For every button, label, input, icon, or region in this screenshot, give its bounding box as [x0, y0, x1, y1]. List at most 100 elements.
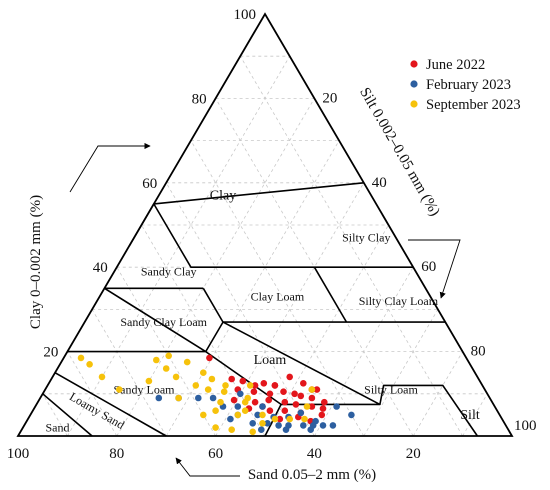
- zone-label-sandy-loam: Sandy Loam: [114, 383, 176, 397]
- zone-label-silt: Silt: [460, 408, 480, 423]
- silt-tick-label: 80: [471, 344, 486, 360]
- point-series-3: [244, 394, 251, 402]
- point-series-1: [319, 405, 327, 412]
- class-boundary: [153, 203, 414, 268]
- point-series-2: [264, 420, 271, 427]
- point-series-1: [318, 411, 326, 419]
- point-series-2: [237, 390, 244, 398]
- point-series-3: [192, 382, 200, 389]
- point-series-2: [234, 403, 242, 410]
- gridline-silt: [116, 98, 315, 437]
- gridline-silt: [462, 393, 488, 437]
- point-series-2: [227, 415, 234, 423]
- point-series-2: [195, 394, 202, 402]
- class-boundary: [379, 384, 479, 437]
- silt-tick-label: 40: [372, 175, 387, 191]
- point-series-3: [200, 411, 207, 419]
- triangle-outline: [16, 12, 514, 437]
- point-series-3: [116, 386, 123, 393]
- point-series-1: [292, 401, 300, 408]
- point-series-1: [291, 390, 298, 398]
- point-series-2: [259, 403, 266, 410]
- point-series-1: [271, 382, 279, 389]
- point-series-3: [301, 415, 308, 423]
- point-series-3: [153, 356, 160, 364]
- point-series-1: [230, 396, 238, 404]
- point-series-3: [162, 365, 170, 372]
- sample-points: [77, 352, 355, 436]
- point-series-3: [200, 369, 207, 377]
- class-boundary: [313, 266, 348, 323]
- point-series-3: [308, 386, 316, 393]
- legend: June 2022 February 2023 September 2023: [410, 57, 521, 113]
- zone-label-sandy-clay-loam: Sandy Clay Loam: [120, 315, 207, 329]
- point-series-3: [286, 415, 294, 423]
- point-series-2: [254, 411, 261, 419]
- clay-axis-arrow: [69, 142, 151, 193]
- point-series-1: [286, 373, 294, 381]
- zone-label-silty-clay-loam: Silty Clay Loam: [359, 294, 439, 308]
- point-series-1: [239, 377, 247, 385]
- point-series-3: [208, 375, 216, 383]
- legend-label: June 2022: [426, 57, 485, 73]
- gridline-sand: [141, 224, 266, 437]
- point-series-3: [234, 411, 242, 419]
- silt-tick-label: 20: [322, 90, 337, 106]
- point-series-2: [329, 422, 337, 429]
- zone-label-loam: Loam: [254, 353, 287, 368]
- point-series-3: [183, 358, 191, 366]
- gridline-sand: [239, 55, 463, 437]
- point-series-1: [280, 388, 287, 396]
- point-series-3: [259, 420, 266, 427]
- point-series-1: [266, 407, 274, 415]
- point-series-2: [155, 394, 163, 402]
- class-boundary: [202, 287, 224, 323]
- point-series-3: [222, 382, 229, 389]
- gridline-sand: [91, 309, 167, 437]
- zone-label-clay-loam: Clay Loam: [251, 290, 305, 304]
- point-series-1: [281, 398, 289, 406]
- point-series-2: [307, 426, 315, 434]
- sand-tick-label: 80: [109, 446, 124, 462]
- point-series-1: [265, 396, 273, 404]
- gridline-sand: [42, 393, 68, 437]
- class-boundary: [128, 182, 364, 247]
- point-series-1: [266, 390, 274, 398]
- point-series-1: [260, 380, 268, 387]
- silt-tick-label: 100: [514, 418, 537, 434]
- sand-tick-label: 40: [307, 446, 322, 462]
- point-series-1: [228, 375, 235, 383]
- point-series-1: [250, 388, 258, 396]
- class-boundary: [42, 393, 93, 437]
- point-series-3: [249, 428, 256, 436]
- legend-marker: [410, 100, 418, 108]
- gridline-silt: [412, 351, 463, 437]
- sand-tick-label: 100: [7, 446, 30, 462]
- sand-tick-label: 60: [208, 446, 223, 462]
- sand-axis-arrow: [175, 457, 240, 477]
- point-series-1: [276, 415, 284, 423]
- point-series-3: [220, 388, 228, 396]
- point-series-3: [98, 373, 106, 381]
- point-series-3: [241, 407, 249, 415]
- point-series-1: [321, 398, 328, 406]
- point-series-3: [271, 415, 279, 423]
- point-series-3: [217, 398, 224, 406]
- point-series-2: [300, 422, 307, 429]
- class-boundary: [205, 321, 446, 353]
- clay-tick-label: 20: [43, 345, 58, 361]
- point-series-1: [251, 398, 259, 406]
- silt-tick-label: 60: [421, 259, 436, 275]
- point-series-3: [165, 352, 172, 360]
- point-series-1: [313, 386, 321, 393]
- point-series-3: [259, 411, 266, 419]
- point-series-3: [212, 407, 219, 415]
- silt-axis-arrow: [408, 239, 461, 299]
- point-series-2: [249, 420, 256, 427]
- zone-label-silty-clay: Silty Clay: [342, 231, 390, 245]
- gridline-silt: [264, 224, 389, 437]
- point-series-1: [308, 394, 316, 402]
- clay-tick-label: 80: [192, 91, 207, 107]
- point-series-3: [204, 386, 212, 393]
- zone-label-sandy-clay: Sandy Clay: [141, 264, 197, 278]
